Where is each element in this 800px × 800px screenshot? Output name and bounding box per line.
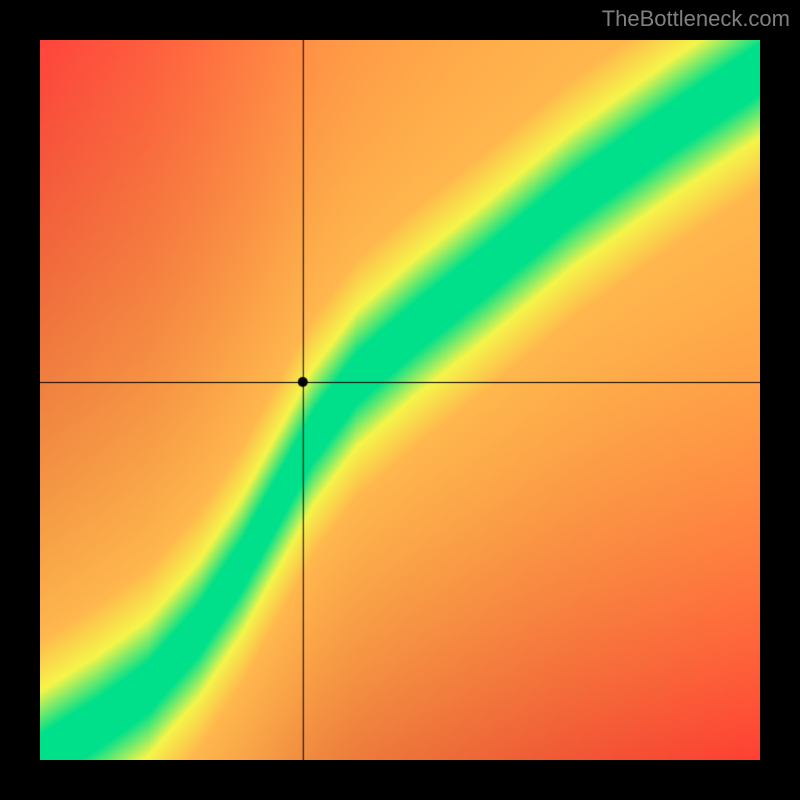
chart-container: TheBottleneck.com: [0, 0, 800, 800]
plot-area: [40, 40, 760, 760]
watermark-text: TheBottleneck.com: [602, 6, 790, 32]
heatmap-canvas: [40, 40, 760, 760]
